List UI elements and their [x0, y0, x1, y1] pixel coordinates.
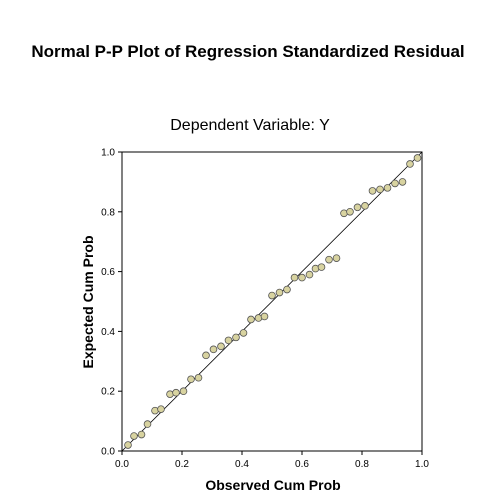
data-point [413, 154, 422, 162]
y-tick-label: 0.6 [101, 267, 115, 278]
data-point [290, 273, 299, 282]
data-point [368, 187, 377, 195]
data-point [202, 351, 210, 360]
data-point [137, 430, 146, 439]
data-point [239, 329, 248, 337]
y-tick-label: 0.8 [101, 207, 115, 218]
data-point [209, 345, 218, 354]
data-point [187, 375, 195, 384]
data-point [325, 255, 333, 264]
data-point [224, 336, 233, 345]
data-point [157, 405, 165, 413]
reference-line [121, 151, 423, 452]
x-tick-label: 0.6 [295, 459, 309, 470]
x-tick-label: 0.8 [355, 459, 369, 470]
y-tick-label: 0.4 [101, 327, 115, 338]
plot-frame [121, 151, 423, 452]
data-point [383, 184, 392, 192]
x-tick-label: 0.2 [175, 459, 189, 470]
x-tick-label: 0.4 [235, 459, 249, 470]
data-point [179, 387, 188, 396]
data-point [332, 254, 341, 262]
data-point [398, 178, 407, 186]
data-point [268, 291, 276, 300]
data-point [346, 208, 354, 216]
data-point [172, 388, 180, 397]
data-point [305, 270, 314, 279]
chart-title: Normal P-P Plot of Regression Standardiz… [31, 42, 464, 61]
data-point [124, 441, 132, 449]
y-tick-label: 0.2 [101, 387, 115, 398]
data-point [260, 312, 269, 321]
data-point [391, 179, 399, 188]
data-point [217, 342, 225, 351]
data-point [143, 420, 152, 428]
data-point [194, 373, 203, 382]
y-axis-label: Expected Cum Prob [80, 235, 96, 368]
data-point [406, 160, 414, 168]
data-point [376, 185, 384, 194]
y-tick-label: 0.0 [101, 447, 115, 458]
data-point [298, 273, 306, 282]
data-point [353, 203, 362, 212]
data-point [361, 202, 369, 210]
data-point [247, 315, 255, 324]
plot-area: 0.0 0.2 0.4 0.6 0.8 1.0 0.0 0.2 0.4 0.6 0.8 1.0 [101, 148, 429, 471]
y-tick-label: 1.0 [101, 148, 115, 159]
x-axis-label: Observed Cum Prob [205, 477, 340, 493]
x-tick-label: 0.0 [115, 459, 129, 470]
data-point [232, 333, 240, 342]
data-point [275, 288, 284, 297]
x-tick-label: 1.0 [415, 459, 429, 470]
data-point [317, 263, 326, 271]
data-point [130, 432, 138, 440]
chart-subtitle: Dependent Variable: Y [170, 117, 330, 134]
data-point [283, 285, 291, 294]
